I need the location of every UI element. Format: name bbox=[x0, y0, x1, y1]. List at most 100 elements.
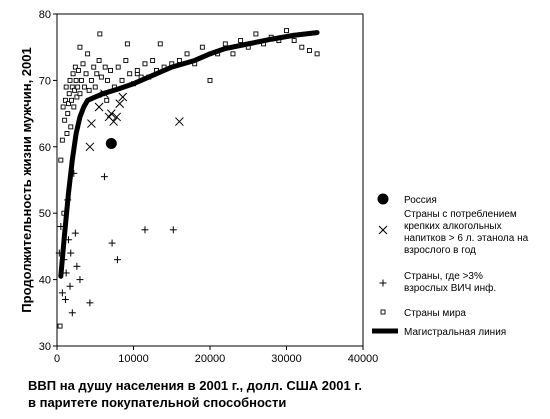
legend-item: Страны, где >3%взрослых ВИЧ инф. bbox=[379, 271, 496, 294]
hiv-country-point bbox=[76, 276, 84, 284]
world-country-point bbox=[75, 84, 81, 90]
world-country-point bbox=[91, 64, 97, 70]
legend-marker bbox=[377, 193, 389, 205]
world-country-point bbox=[83, 71, 89, 77]
world-country-point bbox=[86, 87, 92, 93]
world-country-point bbox=[222, 41, 228, 47]
legend-marker bbox=[380, 309, 386, 315]
world-country-point bbox=[119, 77, 125, 83]
russia-point bbox=[105, 137, 117, 149]
alcohol-country-point bbox=[118, 92, 128, 102]
y-ticks: 30 40 50 60 70 80 bbox=[39, 9, 57, 353]
x-axis-label-line1: ВВП на душу населения в 2001 г., долл. С… bbox=[28, 378, 363, 393]
hiv-country-point bbox=[73, 262, 81, 270]
alcohol-country-point-stroke bbox=[118, 92, 128, 102]
world-country-point bbox=[68, 124, 74, 130]
hiv-country-point bbox=[71, 229, 79, 237]
world-country-point bbox=[199, 44, 205, 50]
alcohol-country-point bbox=[106, 109, 116, 118]
world-country-point bbox=[72, 87, 78, 93]
hiv-country-point bbox=[58, 289, 66, 297]
world-country-point bbox=[71, 104, 77, 110]
y-tick-label: 70 bbox=[39, 75, 51, 87]
world-country-point bbox=[69, 97, 74, 103]
world-country-point bbox=[176, 58, 182, 63]
world-country-point bbox=[80, 61, 86, 67]
legend-marker-stroke bbox=[378, 225, 388, 235]
x-tick-label: 30000 bbox=[271, 353, 302, 365]
world-country-point bbox=[102, 64, 108, 70]
world-country-point bbox=[115, 64, 121, 70]
hiv-country-point bbox=[62, 269, 70, 277]
trend-line bbox=[58, 30, 320, 279]
world-country-point bbox=[291, 38, 297, 44]
world-country-point bbox=[77, 44, 83, 50]
world-country-point bbox=[98, 74, 104, 80]
legend-item: Магистральная линия bbox=[372, 327, 506, 338]
world-country-point bbox=[70, 71, 76, 77]
plot-frame bbox=[56, 13, 364, 347]
alcohol-country-point-stroke bbox=[115, 99, 125, 108]
world-country-point bbox=[105, 77, 110, 83]
hiv-country-point bbox=[100, 173, 108, 181]
world-country-point bbox=[88, 77, 94, 83]
alcohol-country-point-stroke bbox=[109, 117, 118, 126]
world-country-point bbox=[94, 71, 100, 77]
alcohol-country-point-stroke bbox=[106, 109, 116, 118]
alcohol-country-point-stroke bbox=[94, 102, 104, 112]
world-country-point bbox=[314, 51, 320, 57]
world-country-point bbox=[63, 84, 69, 90]
alcohol-country-point bbox=[85, 142, 95, 152]
world-country-point bbox=[299, 44, 305, 50]
world-country-point bbox=[157, 41, 163, 47]
alcohol-country-point bbox=[94, 102, 104, 112]
hiv-country-point bbox=[141, 226, 149, 234]
world-country-point bbox=[142, 61, 148, 67]
data-marks bbox=[55, 28, 320, 329]
world-country-point bbox=[307, 48, 312, 53]
alcohol-country-point bbox=[87, 119, 96, 128]
world-country-point bbox=[124, 41, 130, 47]
x-tick-label: 10000 bbox=[118, 353, 149, 365]
world-country-point bbox=[67, 77, 73, 83]
axes bbox=[56, 13, 364, 347]
alcohol-country-point-stroke bbox=[112, 112, 122, 122]
world-country-point bbox=[82, 84, 87, 90]
world-country-point bbox=[58, 157, 64, 163]
world-country-point bbox=[108, 67, 114, 73]
world-country-point bbox=[60, 104, 66, 110]
hiv-country-point bbox=[68, 309, 76, 317]
world-country-point bbox=[72, 64, 78, 70]
world-country-point bbox=[62, 117, 68, 123]
alcohol-country-point bbox=[109, 117, 118, 126]
alcohol-country-point-stroke bbox=[175, 117, 184, 126]
legend-label: Страны мира bbox=[404, 308, 466, 319]
hiv-country-point bbox=[66, 282, 74, 290]
world-country-point bbox=[230, 51, 236, 57]
y-axis-label: Продолжительность жизни мужчин, 2001 bbox=[19, 47, 34, 312]
world-country-point bbox=[97, 31, 103, 37]
y-tick-label: 50 bbox=[39, 208, 51, 220]
legend-label: Страны с потреблением bbox=[404, 208, 517, 220]
y-tick-label: 60 bbox=[39, 142, 51, 154]
chart: 30 40 50 60 70 80 0 10000 20000 30000 40000 Продо… bbox=[19, 9, 529, 365]
legend-marker bbox=[379, 279, 387, 287]
world-country-point bbox=[150, 58, 156, 63]
world-country-point bbox=[284, 28, 289, 34]
alcohol-country-point bbox=[112, 112, 122, 122]
world-country-point bbox=[65, 111, 71, 117]
world-country-point bbox=[85, 51, 91, 57]
x-tick-label: 40000 bbox=[348, 353, 379, 365]
y-tick-label: 40 bbox=[39, 275, 51, 287]
world-country-point bbox=[75, 67, 81, 73]
hiv-country-point bbox=[67, 249, 75, 257]
world-country-point bbox=[104, 97, 110, 103]
hiv-country-point bbox=[169, 226, 177, 234]
world-country-point bbox=[64, 131, 70, 136]
legend-label: напитков > 6 л. этанола на bbox=[404, 233, 529, 244]
alcohol-country-point bbox=[115, 99, 125, 108]
hiv-country-point bbox=[61, 296, 69, 304]
alcohol-country-point-stroke bbox=[87, 119, 96, 128]
